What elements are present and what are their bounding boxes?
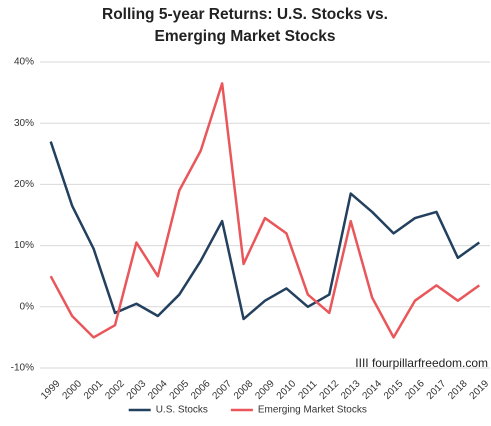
x-tick-label: 1999	[39, 378, 63, 402]
x-tick-label: 2010	[275, 378, 299, 402]
x-tick-label: 2018	[446, 378, 470, 402]
x-tick-label: 2007	[210, 378, 234, 402]
x-tick-label: 2003	[125, 378, 149, 402]
x-tick-label: 2013	[339, 378, 363, 402]
x-tick-label: 2011	[296, 378, 319, 401]
x-tick-label: 2001	[82, 378, 106, 402]
x-tick-label: 2017	[425, 378, 449, 402]
x-tick-label: 2000	[60, 378, 84, 402]
x-tick-label: 2006	[189, 378, 213, 402]
x-tick-label: 2005	[168, 378, 192, 402]
y-tick-label: 30%	[14, 118, 34, 129]
x-tick-label: 2019	[468, 378, 491, 402]
y-tick-label: -10%	[11, 363, 34, 374]
x-tick-label: 2014	[360, 378, 384, 402]
y-tick-label: 10%	[14, 240, 34, 251]
y-tick-label: 40%	[14, 57, 34, 68]
series-line	[49, 82, 481, 339]
x-tick-label: 2004	[146, 378, 170, 402]
x-tick-label: 2009	[253, 378, 277, 402]
y-tick-label: 0%	[20, 301, 35, 312]
x-tick-label: 2016	[403, 378, 427, 402]
legend-label: U.S. Stocks	[156, 405, 208, 416]
x-tick-label: 2012	[318, 378, 342, 402]
legend-label: Emerging Market Stocks	[258, 405, 367, 416]
x-tick-label: 2002	[103, 378, 127, 402]
x-tick-label: 2015	[382, 378, 406, 402]
y-tick-label: 20%	[14, 179, 34, 190]
chart-title: Rolling 5-year Returns: U.S. Stocks vs. …	[102, 6, 388, 45]
series-line	[49, 141, 481, 321]
x-tick-label: 2008	[232, 378, 256, 402]
watermark: IIII fourpillarfreedom.com	[355, 356, 488, 370]
